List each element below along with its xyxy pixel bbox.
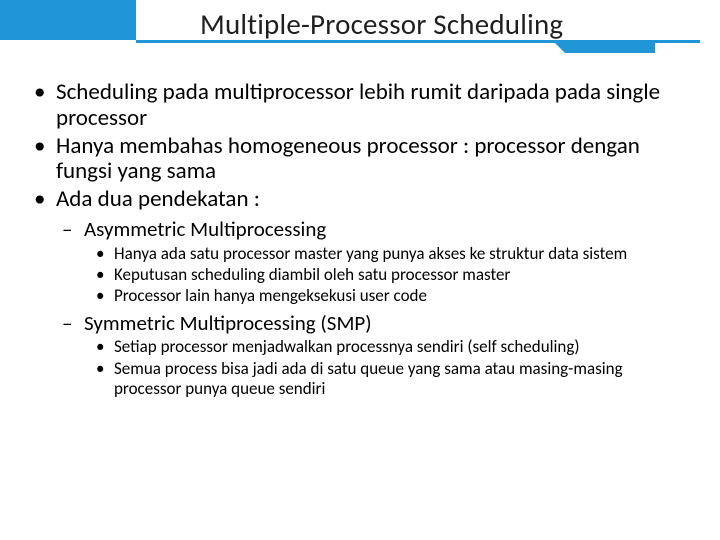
- slide-header: Multiple-Processor Scheduling: [0, 0, 720, 72]
- bullet-list-level1: Scheduling pada multiprocessor lebih rum…: [34, 80, 686, 400]
- slide-title: Multiple-Processor Scheduling: [200, 6, 563, 42]
- bullet-item: Ada dua pendekatan : Asymmetric Multipro…: [56, 187, 686, 400]
- bullet-list-level2: Asymmetric Multiprocessing Hanya ada sat…: [56, 217, 686, 400]
- bullet-item: Semua process bisa jadi ada di satu queu…: [114, 359, 686, 400]
- bullet-item: Processor lain hanya mengeksekusi user c…: [114, 286, 686, 306]
- bullet-item: Keputusan scheduling diambil oleh satu p…: [114, 265, 686, 285]
- bullet-text: Symmetric Multiprocessing (SMP): [84, 310, 372, 336]
- bullet-item: Hanya ada satu processor master yang pun…: [114, 244, 686, 264]
- header-tab-notch: [555, 43, 617, 53]
- bullet-list-level3: Setiap processor menjadwalkan processnya…: [84, 337, 686, 399]
- bullet-item: Scheduling pada multiprocessor lebih rum…: [56, 80, 686, 132]
- bullet-item: Symmetric Multiprocessing (SMP) Setiap p…: [84, 311, 686, 400]
- bullet-item: Setiap processor menjadwalkan processnya…: [114, 337, 686, 357]
- bullet-list-level3: Hanya ada satu processor master yang pun…: [84, 244, 686, 307]
- slide-body: Scheduling pada multiprocessor lebih rum…: [0, 72, 720, 400]
- bullet-text: Ada dua pendekatan :: [56, 185, 260, 213]
- bullet-text: Asymmetric Multiprocessing: [84, 216, 326, 242]
- bullet-item: Hanya membahas homogeneous processor : p…: [56, 134, 686, 186]
- bullet-item: Asymmetric Multiprocessing Hanya ada sat…: [84, 217, 686, 307]
- header-accent-box: [0, 0, 136, 40]
